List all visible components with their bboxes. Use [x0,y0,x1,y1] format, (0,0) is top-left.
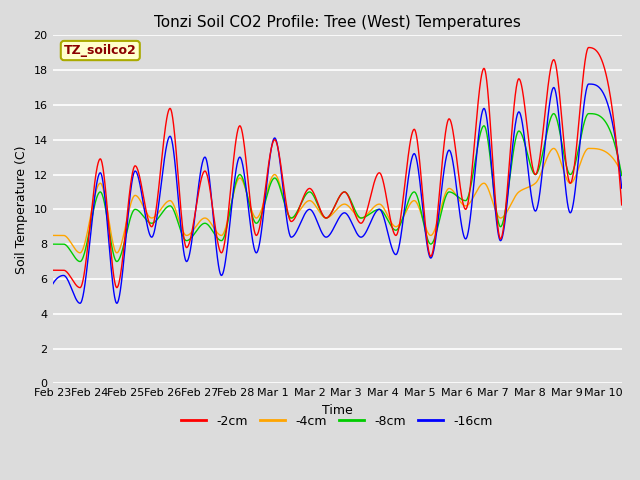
Title: Tonzi Soil CO2 Profile: Tree (West) Temperatures: Tonzi Soil CO2 Profile: Tree (West) Temp… [154,15,520,30]
X-axis label: Time: Time [322,404,353,417]
Legend: -2cm, -4cm, -8cm, -16cm: -2cm, -4cm, -8cm, -16cm [177,410,498,433]
Text: TZ_soilco2: TZ_soilco2 [64,44,137,57]
Y-axis label: Soil Temperature (C): Soil Temperature (C) [15,145,28,274]
